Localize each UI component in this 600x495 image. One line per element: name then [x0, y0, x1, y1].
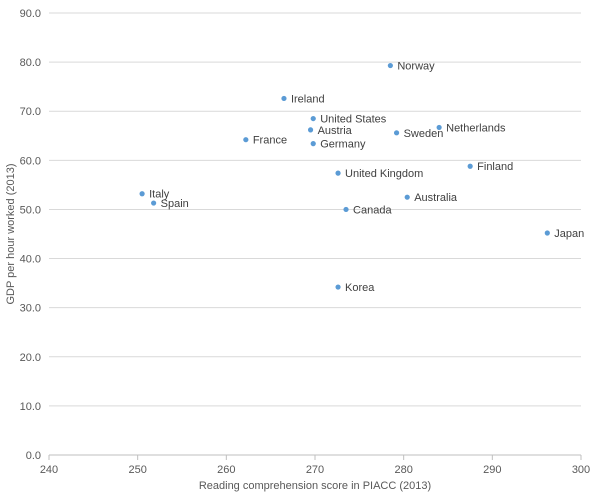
data-point	[310, 115, 316, 122]
data-point	[544, 230, 550, 236]
y-tick-label: 50.0	[20, 204, 41, 216]
data-point-label: Germany	[320, 139, 366, 151]
y-tick-label: 20.0	[20, 352, 41, 364]
data-point	[436, 124, 442, 131]
data-point-label: Norway	[397, 61, 435, 73]
y-axis-title: GDP per hour worked (2013)	[5, 163, 17, 304]
x-tick-label: 260	[217, 464, 235, 476]
data-point-label: Korea	[345, 282, 375, 294]
data-point-label: Finland	[477, 161, 513, 173]
x-tick-label: 290	[483, 464, 501, 476]
x-tick-label: 240	[40, 464, 58, 476]
data-point-label: Australia	[414, 192, 458, 204]
data-point-label: Canada	[353, 204, 392, 216]
data-point-label: Spain	[161, 198, 189, 210]
x-tick-label: 270	[306, 464, 324, 476]
y-tick-label: 0.0	[26, 450, 41, 462]
data-point-label: United States	[320, 114, 387, 126]
data-point-label: Sweden	[404, 128, 444, 140]
data-point-label: Japan	[554, 228, 584, 240]
data-point-label: Italy	[149, 189, 170, 201]
data-point-label: France	[253, 135, 287, 147]
data-point	[343, 206, 349, 213]
gridlines	[49, 12, 581, 407]
y-tick-label: 30.0	[20, 303, 41, 315]
y-tick-label: 60.0	[20, 155, 41, 167]
axes: 0.0 10.0 20.0 30.0 40.0 50.0 60.0 70.0 80.0 90.0 2…	[20, 8, 591, 476]
data-point	[307, 127, 314, 133]
y-tick-label: 80.0	[20, 57, 41, 69]
x-tick-label: 300	[572, 464, 590, 476]
y-tick-label: 70.0	[20, 106, 41, 118]
x-axis-title: Reading comprehension score in PIACC (20…	[199, 480, 431, 492]
data-point-label: Netherlands	[446, 122, 506, 134]
y-tick-label: 90.0	[20, 8, 41, 20]
y-tick-label: 10.0	[20, 401, 41, 413]
data-point-label: United Kingdom	[345, 168, 423, 180]
data-point	[467, 163, 473, 169]
data-point-label: Austria	[318, 125, 353, 137]
data-point	[281, 95, 287, 102]
data-point	[387, 62, 393, 69]
y-tick-label: 40.0	[20, 254, 41, 266]
x-tick-label: 250	[128, 464, 146, 476]
data-point-label: Ireland	[291, 93, 325, 105]
data-point	[310, 141, 316, 147]
data-point	[243, 137, 249, 143]
data-point	[404, 194, 410, 200]
x-tick-label: 280	[394, 464, 412, 476]
data-point	[335, 284, 341, 290]
data-point	[139, 191, 145, 197]
data-point	[335, 170, 341, 176]
data-point	[393, 130, 400, 136]
data-point	[151, 200, 157, 206]
